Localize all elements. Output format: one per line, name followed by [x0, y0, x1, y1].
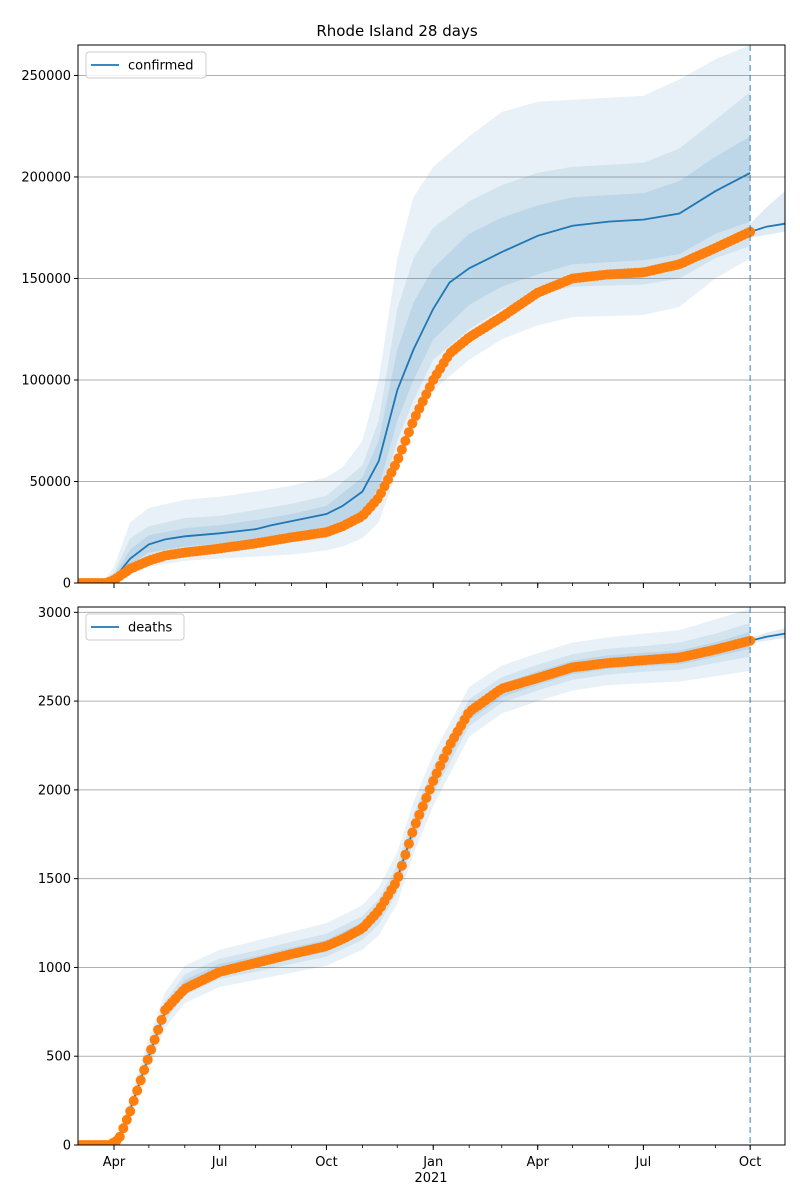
deaths-band-outer [78, 608, 751, 1145]
deaths-observed-point [396, 860, 407, 871]
deaths-observed-point [149, 1034, 160, 1045]
deaths-median-line [78, 639, 751, 1145]
deaths-projection-line [749, 632, 785, 642]
deaths-observed-point [118, 1123, 129, 1134]
deaths-band-inner [78, 631, 751, 1145]
deaths-observed-point [407, 827, 418, 838]
confirmed-band-outer [78, 45, 751, 583]
confirmed-panel: 0 50000 100000 150000 200000 250000 confirmed [21, 44, 786, 592]
deaths-observed-point [114, 1131, 125, 1142]
deaths-observed-points [78, 635, 756, 1145]
confirmed-ytick-label: 150000 [21, 272, 71, 287]
xtick-label: Oct [315, 1155, 337, 1170]
deaths-observed-point [135, 1075, 146, 1086]
deaths-observed-point [121, 1114, 132, 1125]
xtick-label: Jul [211, 1155, 228, 1170]
deaths-observed-point [139, 1065, 150, 1075]
confirmed-observed-point [393, 453, 404, 464]
confirmed-median-line [78, 172, 751, 583]
deaths-axes-frame [77, 606, 786, 1146]
deaths-observed-point [153, 1024, 164, 1035]
deaths-ytick-label: 1500 [38, 872, 71, 887]
x-axis: Apr Jul Oct Jan Apr Jul Oct [103, 1155, 762, 1170]
deaths-observed-point [146, 1044, 157, 1055]
deaths-observed-point [393, 871, 404, 882]
confirmed-observed-point [389, 460, 400, 471]
deaths-legend: deaths [85, 613, 185, 641]
confirmed-projection-band [750, 191, 785, 238]
deaths-panel: 0 500 1000 1500 2000 2500 3000 deaths [38, 606, 786, 1154]
legend-label: deaths [128, 621, 173, 636]
confirmed-projection-line [749, 222, 785, 233]
deaths-observed-point [424, 784, 435, 795]
deaths-plot-area [78, 608, 785, 1145]
confirmed-band-inner [78, 136, 751, 583]
deaths-observed-point [438, 753, 449, 764]
deaths-observed-point [417, 801, 428, 812]
deaths-observed-point [128, 1095, 139, 1106]
deaths-ytick-label: 3000 [38, 606, 71, 621]
confirmed-observed-point [403, 427, 414, 438]
confirmed-plot-area [78, 45, 785, 583]
xtick-label: Apr [526, 1155, 549, 1170]
xtick-label: Apr [103, 1155, 126, 1170]
deaths-observed-point [410, 818, 421, 829]
xtick-label: Jan [422, 1155, 443, 1170]
confirmed-observed-point [400, 435, 411, 446]
xtick-label: Oct [739, 1155, 761, 1170]
xtick-label: Jul [635, 1155, 652, 1170]
confirmed-observed-point [407, 418, 418, 429]
confirmed-ytick-label: 100000 [21, 373, 71, 388]
deaths-ytick-label: 2000 [38, 783, 71, 798]
legend-box [85, 51, 207, 79]
confirmed-ytick-label: 250000 [21, 69, 71, 84]
deaths-observed-point [403, 838, 414, 849]
legend-box [85, 613, 185, 641]
deaths-ytick-label: 2500 [38, 695, 71, 710]
confirmed-observed-point [396, 444, 407, 455]
deaths-observed-point [400, 849, 411, 860]
confirmed-ytick-label: 0 [63, 577, 71, 592]
deaths-observed-point [414, 809, 425, 820]
deaths-ytick-label: 500 [46, 1050, 71, 1065]
deaths-ytick-label: 0 [63, 1139, 71, 1154]
deaths-observed-point [125, 1106, 136, 1117]
confirmed-legend: confirmed [85, 51, 207, 79]
confirmed-observed-points [78, 226, 756, 583]
confirmed-observed-point [745, 226, 756, 237]
deaths-ytick-label: 1000 [38, 961, 71, 976]
confirmed-ytick-label: 200000 [21, 170, 71, 185]
deaths-observed-point [428, 776, 439, 786]
x-year-label: 2021 [414, 1171, 447, 1186]
legend-label: confirmed [128, 59, 194, 74]
deaths-observed-point [421, 792, 432, 803]
deaths-observed-point [435, 760, 446, 771]
deaths-observed-point [142, 1054, 153, 1065]
chart-title: Rhode Island 28 days [316, 22, 477, 40]
deaths-observed-point [132, 1085, 143, 1096]
deaths-observed-point [431, 768, 442, 779]
confirmed-ytick-label: 50000 [30, 475, 71, 490]
deaths-observed-point [389, 879, 400, 890]
confirmed-band-mid [78, 91, 751, 583]
deaths-observed-point [156, 1014, 167, 1025]
confirmed-axes-frame [77, 44, 786, 584]
